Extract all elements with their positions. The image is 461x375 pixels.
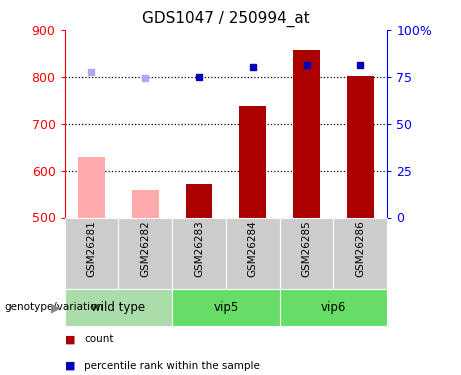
Bar — [239, 106, 266, 218]
Text: ▶: ▶ — [51, 301, 60, 314]
Bar — [65, 289, 172, 326]
Bar — [347, 76, 374, 217]
Text: genotype/variation: genotype/variation — [5, 303, 104, 312]
Bar — [172, 289, 280, 326]
Bar — [118, 217, 172, 289]
Bar — [280, 289, 387, 326]
Bar — [185, 184, 213, 218]
Text: wild type: wild type — [91, 301, 145, 314]
Bar — [333, 217, 387, 289]
Text: ■: ■ — [65, 334, 75, 344]
Text: GSM26281: GSM26281 — [86, 220, 96, 277]
Text: GSM26283: GSM26283 — [194, 220, 204, 277]
Text: GSM26284: GSM26284 — [248, 220, 258, 277]
Bar — [78, 157, 105, 218]
Text: GSM26286: GSM26286 — [355, 220, 366, 277]
Text: vip6: vip6 — [321, 301, 346, 314]
Bar — [65, 217, 118, 289]
Text: vip5: vip5 — [213, 301, 238, 314]
Bar — [226, 217, 280, 289]
Text: GSM26285: GSM26285 — [301, 220, 312, 277]
Bar — [293, 50, 320, 217]
Bar — [172, 217, 226, 289]
Text: count: count — [84, 334, 113, 344]
Bar — [132, 190, 159, 217]
Text: GSM26282: GSM26282 — [140, 220, 150, 277]
Text: percentile rank within the sample: percentile rank within the sample — [84, 361, 260, 370]
Title: GDS1047 / 250994_at: GDS1047 / 250994_at — [142, 11, 310, 27]
Bar — [280, 217, 333, 289]
Text: ■: ■ — [65, 361, 75, 370]
